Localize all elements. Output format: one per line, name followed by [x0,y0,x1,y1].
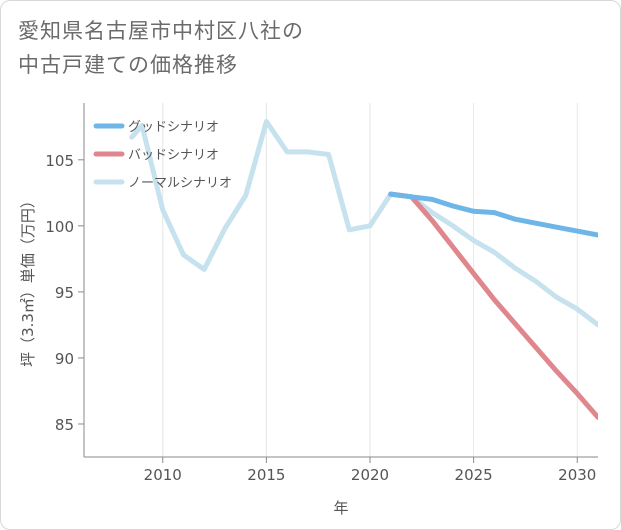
y-tick-label-105: 105 [45,152,74,170]
x-tick-label-2025: 2025 [455,466,493,484]
y-tick-label-95: 95 [55,284,74,302]
x-tick-label-2030: 2030 [558,466,596,484]
chart-title: 愛知県名古屋市中村区八社の 中古戸建ての価格推移 [18,14,304,82]
series-line-1 [388,191,598,420]
y-tick-label-100: 100 [45,218,74,236]
series-lines [129,119,598,420]
chart-title-line-1: 愛知県名古屋市中村区八社の [18,19,304,43]
x-tick-label-2015: 2015 [247,466,285,484]
axes: 2010 2015 2020 2025 2030 85 90 95 100 105 年 坪（3.3㎡）… [19,103,598,517]
chart-title-line-2: 中古戸建ての価格推移 [18,53,238,77]
y-tick-label-90: 90 [55,350,74,368]
grid-lines [162,103,578,457]
series-line-2 [388,191,598,238]
legend-label-0: グッドシナリオ [128,120,219,135]
legend-label-1: バッドシナリオ [128,148,219,163]
x-tick-label-2010: 2010 [144,466,182,484]
legend-label-2: ノーマルシナリオ [128,176,232,191]
x-tick-label-2020: 2020 [351,466,389,484]
series-line-0 [129,119,598,328]
y-tick-label-85: 85 [55,416,74,434]
x-axis-label: 年 [333,499,348,517]
y-axis-label: 坪（3.3㎡）単価（万円） [19,193,37,367]
